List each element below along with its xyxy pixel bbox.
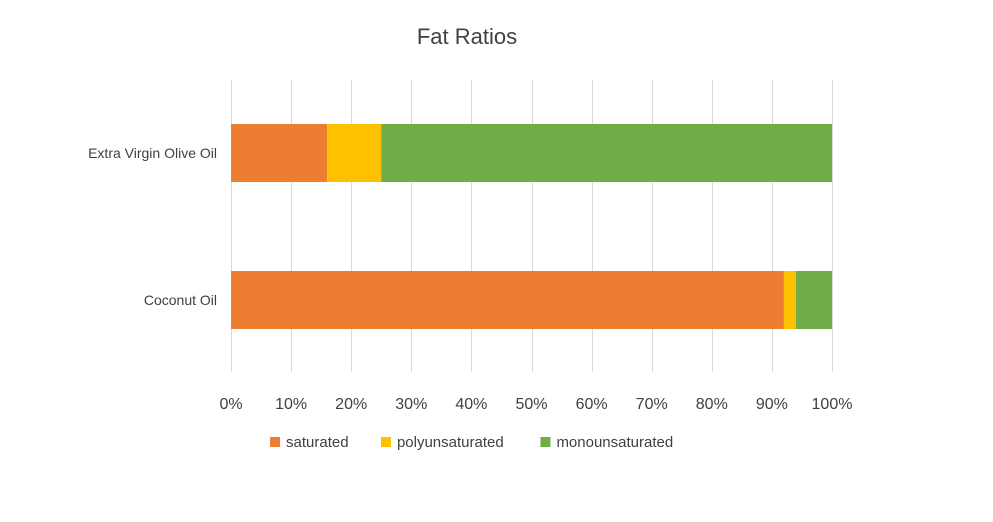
- bars: [231, 124, 832, 329]
- category-label: Coconut Oil: [144, 292, 217, 308]
- category-labels: Extra Virgin Olive Oil Coconut Oil: [88, 145, 217, 308]
- x-tick-label: 0%: [219, 396, 242, 413]
- legend-item-monounsaturated: monounsaturated: [540, 434, 673, 451]
- legend-swatch-saturated: [270, 437, 281, 447]
- bar-segment-saturated: [231, 124, 328, 182]
- x-tick-label: 50%: [515, 396, 547, 413]
- x-tick-label: 80%: [696, 396, 728, 413]
- x-tick-label: 30%: [395, 396, 427, 413]
- legend-item-polyunsaturated: polyunsaturated: [380, 434, 504, 451]
- chart-title: Fat Ratios: [417, 24, 517, 49]
- x-tick-label: 10%: [275, 396, 307, 413]
- legend: saturated polyunsaturated monounsaturated: [270, 434, 673, 451]
- x-tick-label: 40%: [455, 396, 487, 413]
- x-tick-label: 60%: [576, 396, 608, 413]
- x-tick-labels: 0% 10% 20% 30% 40% 50% 60% 70% 80% 90% 100%: [219, 396, 852, 413]
- legend-label: monounsaturated: [556, 434, 673, 451]
- x-tick-label: 70%: [636, 396, 668, 413]
- legend-item-saturated: saturated: [270, 434, 349, 451]
- bar-segment-polyunsaturated: [783, 271, 796, 329]
- x-tick-label: 20%: [335, 396, 367, 413]
- legend-swatch-monounsaturated: [540, 437, 551, 447]
- legend-swatch-polyunsaturated: [380, 437, 391, 447]
- x-tick-label: 100%: [812, 396, 853, 413]
- x-tick-label: 90%: [756, 396, 788, 413]
- bar-segment-monounsaturated: [381, 124, 832, 182]
- category-label: Extra Virgin Olive Oil: [88, 145, 217, 161]
- bar-segment-polyunsaturated: [327, 124, 382, 182]
- legend-label: saturated: [286, 434, 349, 451]
- bar-segment-saturated: [231, 271, 784, 329]
- legend-label: polyunsaturated: [397, 434, 504, 451]
- bar-segment-monounsaturated: [795, 271, 832, 329]
